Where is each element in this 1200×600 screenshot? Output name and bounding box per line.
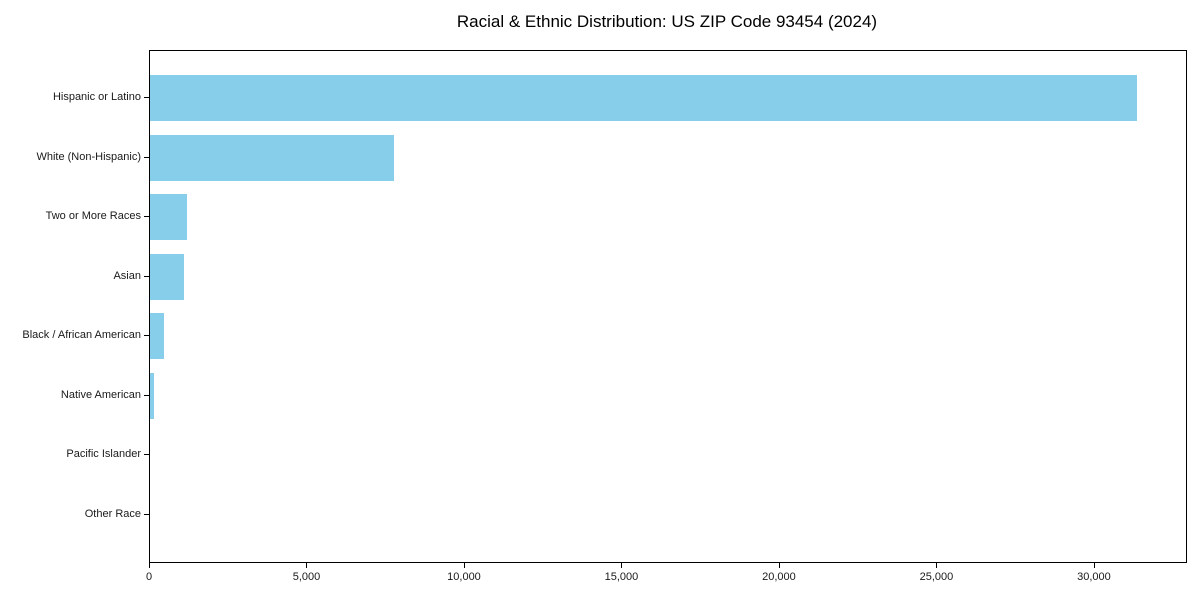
y-tick-mark (144, 275, 149, 277)
y-tick-mark (144, 156, 149, 158)
bar (150, 372, 154, 419)
x-tick-label: 0 (145, 571, 153, 583)
y-tick-mark (144, 454, 149, 456)
y-tick-mark (144, 97, 149, 98)
y-tick-label: Two or More Races (45, 210, 141, 223)
x-tick-mark (149, 562, 150, 568)
y-tick-mark (144, 335, 149, 337)
y-tick-mark (144, 514, 149, 515)
y-tick-mark (144, 394, 149, 396)
x-tick-label: 25,000 (919, 571, 954, 583)
x-tick-label: 15,000 (604, 571, 639, 583)
x-tick-mark (1093, 562, 1095, 568)
y-tick-label: Asian (113, 269, 141, 282)
bar (150, 313, 164, 360)
x-tick-mark (463, 562, 465, 568)
bar (150, 134, 395, 181)
x-tick-label: 30,000 (1077, 571, 1111, 583)
y-tick-mark (144, 216, 149, 218)
y-tick-label: White (Non-Hispanic) (36, 150, 141, 163)
x-tick-label: 10,000 (447, 571, 481, 583)
bar (150, 253, 185, 300)
y-tick-label: Other Race (84, 508, 141, 520)
x-tick-label: 20,000 (762, 571, 796, 583)
x-tick-mark (778, 562, 780, 568)
chart-title: Racial & Ethnic Distribution: US ZIP Cod… (456, 12, 878, 31)
y-tick-label: Pacific Islander (66, 448, 141, 461)
x-tick-label: 5,000 (292, 571, 321, 583)
plot-area (149, 50, 1187, 563)
x-tick-mark (621, 562, 623, 568)
y-tick-label: Black / African American (22, 329, 141, 342)
bar (150, 194, 187, 241)
bar (150, 75, 1138, 121)
y-tick-label: Hispanic or Latino (52, 91, 141, 103)
x-tick-mark (306, 562, 308, 568)
x-tick-mark (936, 562, 938, 568)
y-tick-label: Native American (60, 388, 141, 401)
